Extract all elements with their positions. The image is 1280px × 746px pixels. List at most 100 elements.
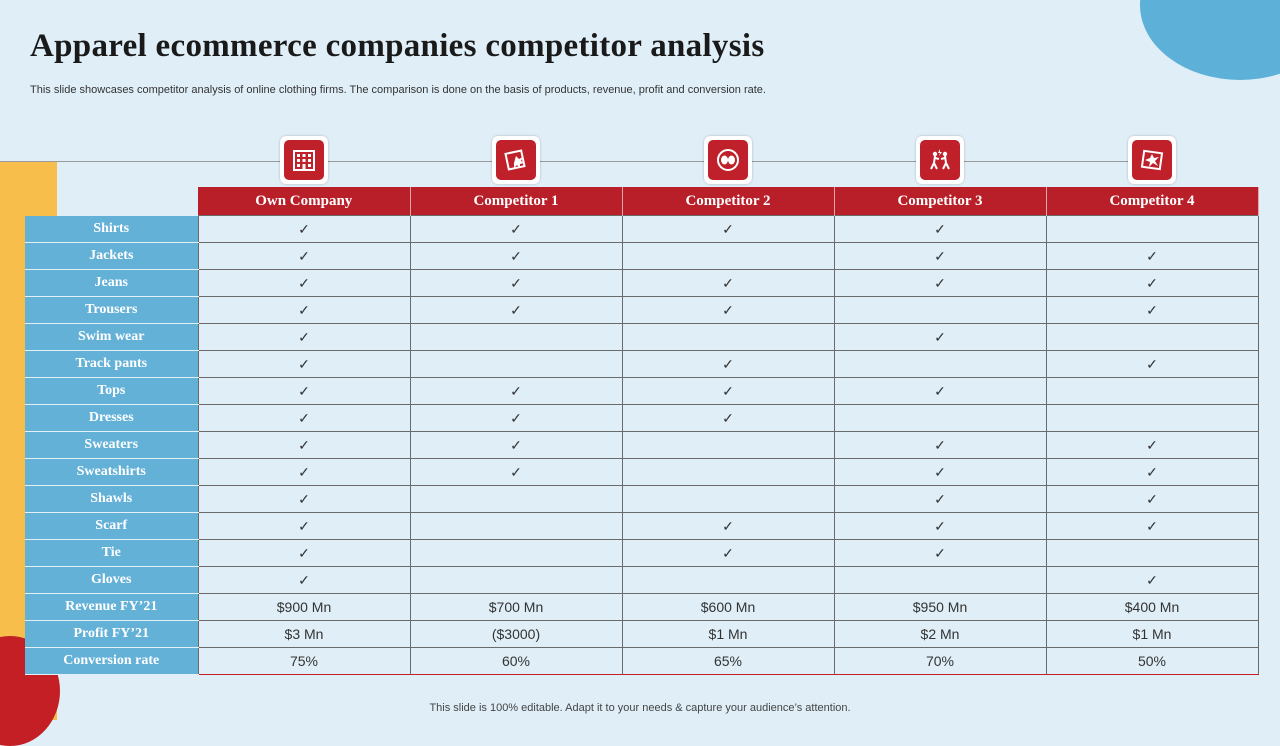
check-mark-cell: ✓ [1045,485,1259,513]
check-mark-cell: ✓ [1045,296,1259,324]
check-mark-cell: ✓ [197,350,411,378]
check-mark-cell: ✓ [1045,431,1259,459]
check-mark-cell: ✓ [833,431,1047,459]
row-label: Profit FY’21 [25,620,198,648]
column-header: Competitor 4 [1046,187,1259,216]
table-row: Tops ✓ ✓ ✓ ✓ [25,377,1259,405]
header-blank-cell [25,187,198,216]
table-row: Jackets ✓ ✓ ✓ ✓ [25,242,1259,270]
check-mark-cell: ✓ [197,377,411,405]
check-mark-cell: ✓ [621,350,835,378]
table-cell [621,458,835,486]
table-cell: $2 Mn [833,620,1047,648]
row-label: Revenue FY’21 [25,593,198,621]
slide-footer: This slide is 100% editable. Adapt it to… [429,702,851,714]
table-cell [833,350,1047,378]
check-mark-cell: ✓ [1045,458,1259,486]
check-mark-cell: ✓ [197,215,411,243]
check-mark-cell: ✓ [1045,242,1259,270]
table-cell: 60% [409,647,623,675]
check-mark-cell: ✓ [409,242,623,270]
row-label: Tie [25,539,198,567]
check-mark-cell: ✓ [409,404,623,432]
row-label: Gloves [25,566,198,594]
shattered-glass-icon [1128,136,1176,184]
table-row: Profit FY’21 $3 Mn ($3000) $1 Mn $2 Mn $1 Mn [25,620,1259,648]
table-cell [409,539,623,567]
check-mark-cell: ✓ [833,323,1047,351]
table-cell [621,323,835,351]
check-mark-cell: ✓ [621,404,835,432]
check-mark-cell: ✓ [197,566,411,594]
check-mark-cell: ✓ [197,512,411,540]
table-row: Gloves ✓ ✓ [25,566,1259,594]
check-mark-cell: ✓ [833,458,1047,486]
table-row: Scarf ✓ ✓ ✓ ✓ [25,512,1259,540]
check-mark-cell: ✓ [197,242,411,270]
table-cell: $1 Mn [1045,620,1259,648]
row-label: Swim wear [25,323,198,351]
check-mark-cell: ✓ [197,323,411,351]
check-mark-cell: ✓ [621,539,835,567]
office-building-icon [280,136,328,184]
row-label: Dresses [25,404,198,432]
check-mark-cell: ✓ [833,512,1047,540]
broken-window-icon [492,136,540,184]
column-header: Competitor 2 [622,187,835,216]
row-label: Track pants [25,350,198,378]
check-mark-cell: ✓ [833,539,1047,567]
boxing-gloves-icon [704,136,752,184]
table-cell: $1 Mn [621,620,835,648]
row-label: Shawls [25,485,198,513]
table-row: Dresses ✓ ✓ ✓ [25,404,1259,432]
table-cell [409,350,623,378]
check-mark-cell: ✓ [621,377,835,405]
table-row: Track pants ✓ ✓ ✓ [25,350,1259,378]
check-mark-cell: ✓ [621,512,835,540]
table-cell [621,485,835,513]
row-label: Scarf [25,512,198,540]
check-mark-cell: ✓ [409,215,623,243]
check-mark-cell: ✓ [197,404,411,432]
table-cell: $600 Mn [621,593,835,621]
table-cell: 75% [197,647,411,675]
row-label: Tops [25,377,198,405]
table-cell: $900 Mn [197,593,411,621]
check-mark-cell: ✓ [197,485,411,513]
table-row: Revenue FY’21 $900 Mn $700 Mn $600 Mn $950 M… [25,593,1259,621]
check-mark-cell: ✓ [833,485,1047,513]
decorative-blue-blob [1140,0,1280,80]
icon-connector-line [0,161,1130,162]
row-label: Jackets [25,242,198,270]
table-cell [833,566,1047,594]
table-row: Conversion rate 75% 60% 65% 70% 50% [25,647,1259,675]
table-cell [621,566,835,594]
check-mark-cell: ✓ [409,296,623,324]
check-mark-cell: ✓ [621,296,835,324]
table-cell: 50% [1045,647,1259,675]
table-cell [409,323,623,351]
check-mark-cell: ✓ [621,215,835,243]
table-header-row: Own Company Competitor 1 Competitor 2 Co… [25,187,1259,216]
row-label: Jeans [25,269,198,297]
slide-subtitle: This slide showcases competitor analysis… [30,84,766,96]
table-cell: ($3000) [409,620,623,648]
row-label: Trousers [25,296,198,324]
column-header: Own Company [198,187,411,216]
table-row: Shirts ✓ ✓ ✓ ✓ [25,215,1259,243]
check-mark-cell: ✓ [833,215,1047,243]
table-cell: 70% [833,647,1047,675]
table-row: Tie ✓ ✓ ✓ [25,539,1259,567]
check-mark-cell: ✓ [1045,512,1259,540]
check-mark-cell: ✓ [833,377,1047,405]
table-cell: $3 Mn [197,620,411,648]
table-cell [1045,539,1259,567]
table-row: Jeans ✓ ✓ ✓ ✓ ✓ [25,269,1259,297]
check-mark-cell: ✓ [409,377,623,405]
check-mark-cell: ✓ [1045,350,1259,378]
table-cell [833,296,1047,324]
table-cell [833,404,1047,432]
table-cell [1045,323,1259,351]
table-cell: $400 Mn [1045,593,1259,621]
check-mark-cell: ✓ [833,242,1047,270]
